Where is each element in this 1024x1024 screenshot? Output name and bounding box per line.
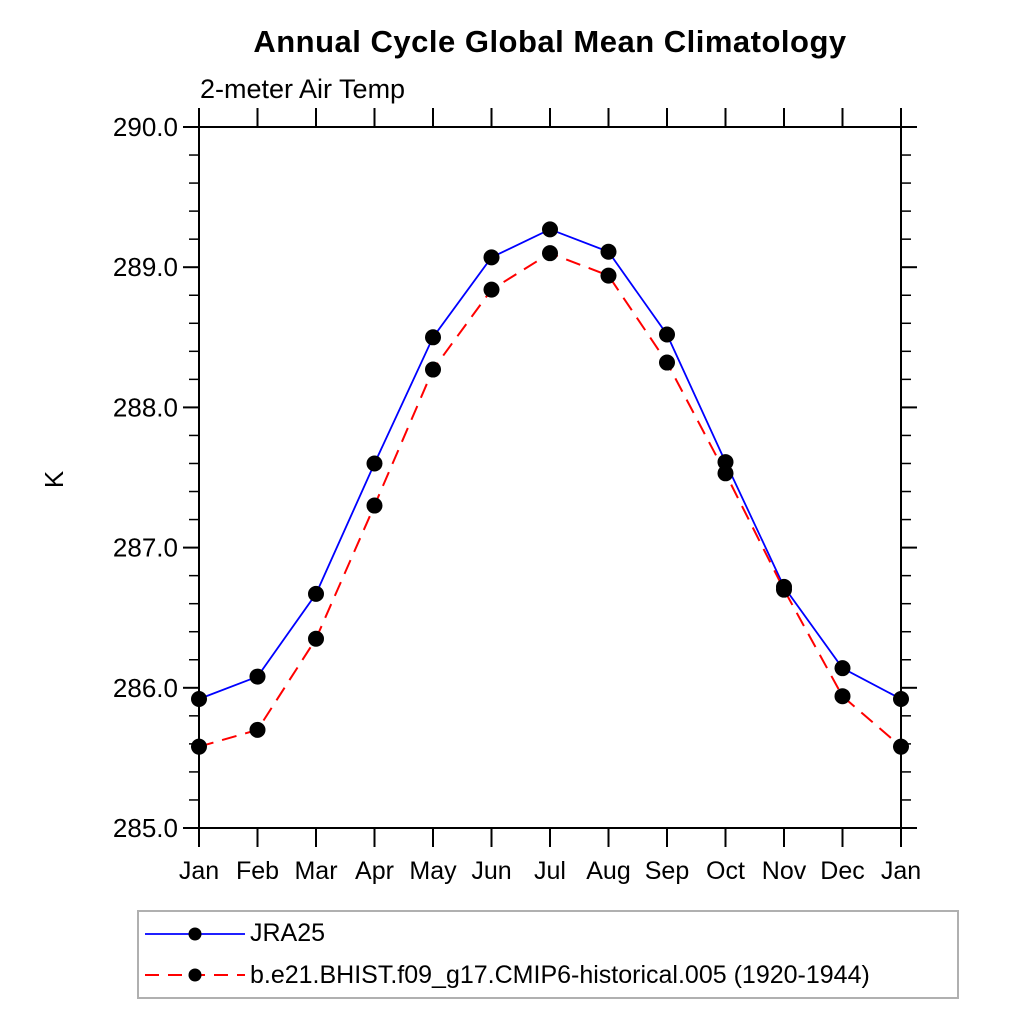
- data-point-jra25: [659, 326, 675, 343]
- data-point-model: [308, 630, 324, 647]
- data-point-jra25: [834, 660, 851, 677]
- legend-line-sample-dashed: [145, 968, 245, 982]
- data-point-jra25: [717, 454, 734, 471]
- data-point-model: [776, 581, 792, 598]
- data-point-model: [425, 361, 441, 378]
- data-point-jra25: [483, 249, 500, 266]
- data-point-jra25: [249, 668, 266, 685]
- data-point-jra25: [542, 221, 558, 238]
- x-tick-label: Feb: [236, 857, 279, 885]
- series-line-model: [198, 252, 902, 748]
- chart-title: Annual Cycle Global Mean Climatology: [253, 24, 847, 59]
- x-tick-label: Apr: [355, 857, 394, 885]
- legend-item-jra25: JRA25: [139, 914, 957, 954]
- data-point-model: [659, 354, 675, 371]
- data-point-jra25: [308, 585, 324, 602]
- x-tick-label: Jan: [881, 857, 921, 885]
- data-point-jra25: [366, 455, 383, 472]
- data-point-model: [542, 245, 558, 262]
- legend-item-model: b.e21.BHIST.f09_g17.CMIP6-historical.005…: [139, 955, 957, 995]
- y-tick-label: 288.0: [113, 392, 178, 422]
- legend: JRA25 b.e21.BHIST.f09_g17.CMIP6-historic…: [137, 910, 959, 999]
- data-point-model: [191, 738, 207, 755]
- x-tick-label: Jan: [179, 857, 219, 885]
- y-tick-label: 285.0: [113, 813, 178, 843]
- y-tick-label: 286.0: [113, 673, 178, 703]
- y-tick-label: 287.0: [113, 533, 178, 563]
- x-tick-label: Oct: [706, 857, 745, 885]
- legend-label-model: b.e21.BHIST.f09_g17.CMIP6-historical.005…: [250, 960, 870, 989]
- legend-label-jra25: JRA25: [250, 919, 326, 948]
- series-line-jra25: [198, 228, 902, 700]
- data-point-jra25: [600, 243, 617, 260]
- data-point-model: [483, 281, 500, 298]
- x-tick-label: Mar: [294, 857, 337, 885]
- data-point-jra25: [191, 691, 207, 708]
- data-point-model: [717, 465, 734, 482]
- chart-subtitle: 2-meter Air Temp: [200, 74, 406, 104]
- data-point-model: [249, 721, 266, 738]
- data-point-model: [834, 688, 851, 705]
- data-point-jra25: [425, 329, 441, 346]
- y-tick-label: 290.0: [113, 112, 178, 142]
- data-point-jra25: [893, 691, 909, 708]
- data-point-model: [893, 738, 909, 755]
- x-tick-label: May: [409, 857, 457, 885]
- legend-line-sample-solid: [145, 927, 245, 941]
- x-tick-label: Sep: [645, 857, 689, 885]
- x-tick-label: Jun: [471, 857, 511, 885]
- y-tick-label: 289.0: [113, 252, 178, 282]
- x-tick-label: Dec: [820, 857, 864, 885]
- x-tick-label: Aug: [586, 857, 630, 885]
- x-tick-label: Nov: [762, 857, 807, 885]
- data-point-model: [600, 267, 617, 284]
- data-point-model: [366, 497, 383, 514]
- x-tick-label: Jul: [534, 857, 566, 885]
